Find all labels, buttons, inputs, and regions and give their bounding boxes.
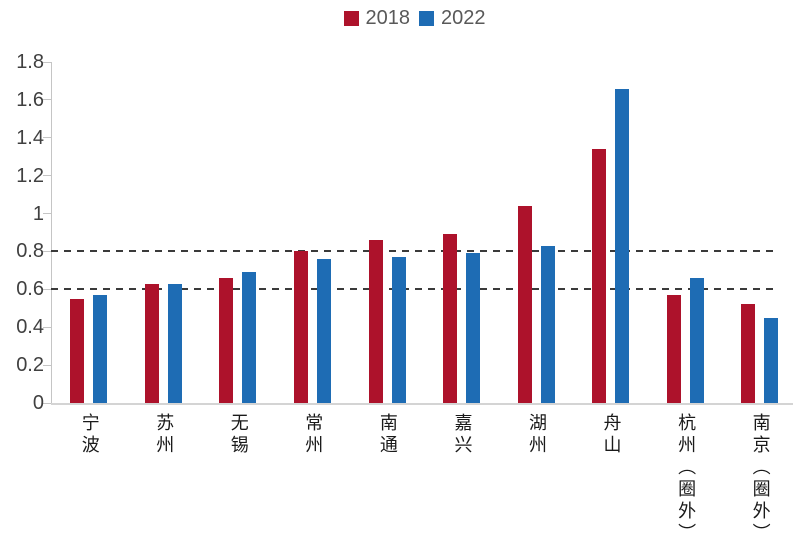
x-label-suzhou: 苏州 [154,413,175,457]
legend-label: 2022 [441,7,486,29]
y-tick-label: 1.2 [16,164,44,187]
legend: 2018 2022 [51,5,778,31]
y-tick-mark [43,288,51,290]
y-tick-label: 0 [32,392,44,414]
bar-2022-jiaxing [466,253,481,403]
bar-2022-nantong [391,257,406,403]
x-label-ningbo: 宁波 [79,413,100,457]
bar-2018-nanjing-outer [741,304,756,403]
legend-item-2022: 2022 [419,8,486,28]
bar-2022-changzhou [316,259,331,403]
x-label-nanjing-outer: 南京（圈外） [750,413,771,545]
bar-2018-jiaxing [443,234,458,403]
bar-2022-nanjing-outer [764,318,779,403]
y-tick-label: 0.8 [16,240,44,263]
legend-item-2018: 2018 [343,7,411,29]
bar-2022-zhoushan [615,89,630,403]
y-tick-label: 1 [32,202,44,225]
reference-line-0.8 [51,250,778,253]
x-label-nantong: 南通 [377,413,398,457]
bar-2018-suzhou [144,284,159,403]
bar-2022-suzhou [167,284,182,403]
y-tick-label: 1.4 [16,126,44,149]
bar-2018-ningbo [70,299,85,403]
y-tick-mark [43,326,51,328]
y-tick-mark [43,61,51,63]
x-label-jiaxing: 嘉兴 [452,413,473,457]
y-tick-mark [43,175,51,177]
x-label-wuxi: 无锡 [228,413,249,457]
bar-2022-huzhou [540,246,555,403]
y-tick-mark [43,364,51,366]
y-tick-mark [43,99,51,101]
y-tick-label: 1.6 [16,88,44,111]
bar-2022-wuxi [242,272,257,403]
reference-line-0.6 [51,288,778,291]
y-tick-mark [43,137,51,139]
bar-2018-huzhou [517,206,532,403]
x-label-changzhou: 常州 [303,413,324,457]
x-label-zhoushan: 舟山 [601,413,622,457]
y-tick-label: 0.2 [16,354,44,377]
y-tick-mark [43,402,51,404]
bar-2018-zhoushan [592,149,607,403]
x-label-hangzhou-outer: 杭州（圈外） [676,413,697,545]
y-axis-line [51,62,52,403]
bar-2018-hangzhou-outer [666,295,681,403]
y-tick-label: 0.4 [16,316,44,339]
x-axis-line [51,403,793,405]
bar-2018-changzhou [293,251,308,403]
y-tick-label: 0.6 [16,278,44,301]
x-label-huzhou: 湖州 [526,413,547,457]
legend-swatch-icon [343,10,359,26]
bar-2022-ningbo [93,295,108,403]
bar-2018-nantong [368,240,383,403]
y-tick-mark [43,250,51,252]
bar-2022-hangzhou-outer [689,278,704,403]
legend-swatch-icon [419,10,434,26]
y-tick-mark [43,213,51,215]
y-tick-label: 1.8 [16,51,44,73]
bar-2018-wuxi [219,278,234,403]
legend-label: 2018 [365,7,411,29]
